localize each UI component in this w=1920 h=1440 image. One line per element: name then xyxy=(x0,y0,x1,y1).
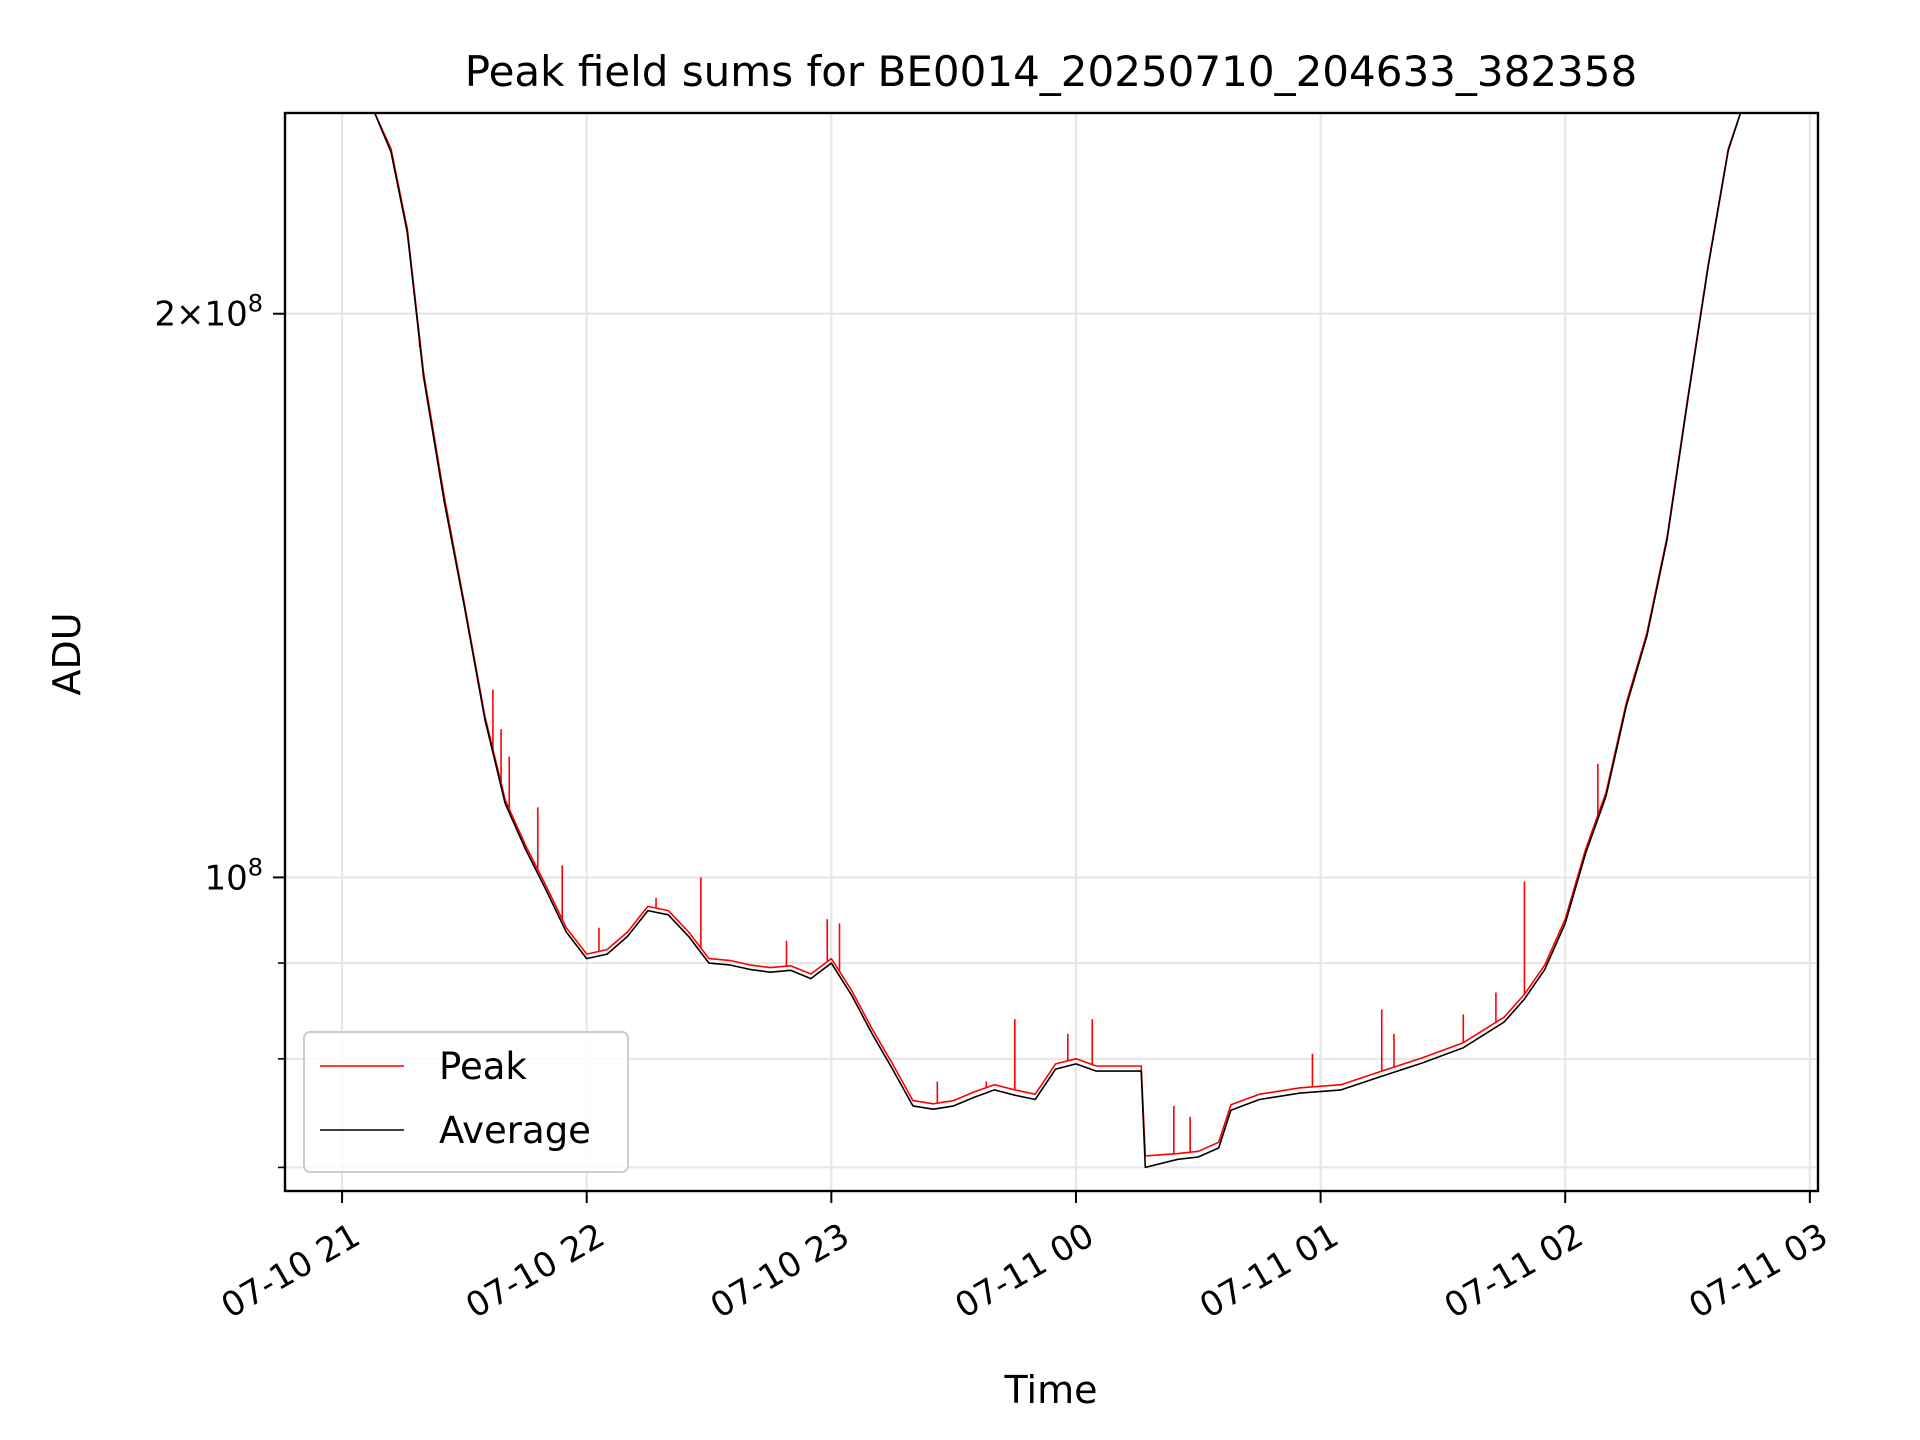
x-tick-label: 07-11 00 xyxy=(948,1216,1100,1327)
series-layer xyxy=(342,113,1742,1169)
grid-layer xyxy=(285,113,1818,1191)
plot-frame xyxy=(283,111,1820,1193)
chart-title: Peak field sums for BE0014_20250710_2046… xyxy=(465,47,1637,96)
y-tick-label: 108 xyxy=(204,853,263,898)
peak-series-line xyxy=(342,113,1742,1157)
x-tick-label: 07-10 21 xyxy=(215,1216,367,1327)
y-tick-base: 2×10 xyxy=(154,295,247,335)
y-tick-base: 10 xyxy=(204,858,247,898)
x-tick-label: 07-11 01 xyxy=(1193,1216,1345,1327)
legend-box xyxy=(303,1031,629,1173)
y-tick-label: 2×108 xyxy=(154,290,263,335)
y-axis-label: ADU xyxy=(45,612,89,695)
y-tick-exponent: 8 xyxy=(248,853,263,881)
legend: Peak Average xyxy=(303,1031,629,1173)
x-tick-label: 07-10 22 xyxy=(459,1216,611,1327)
x-tick-label: 07-11 03 xyxy=(1682,1216,1834,1327)
legend-label-peak: Peak xyxy=(439,1045,527,1088)
x-tick-label: 07-11 02 xyxy=(1438,1216,1590,1327)
average-series-line xyxy=(342,113,1742,1169)
legend-label-average: Average xyxy=(439,1109,591,1152)
x-tick-label: 07-10 23 xyxy=(704,1216,856,1327)
x-axis-label: Time xyxy=(1004,1368,1098,1412)
y-tick-exponent: 8 xyxy=(248,290,263,318)
